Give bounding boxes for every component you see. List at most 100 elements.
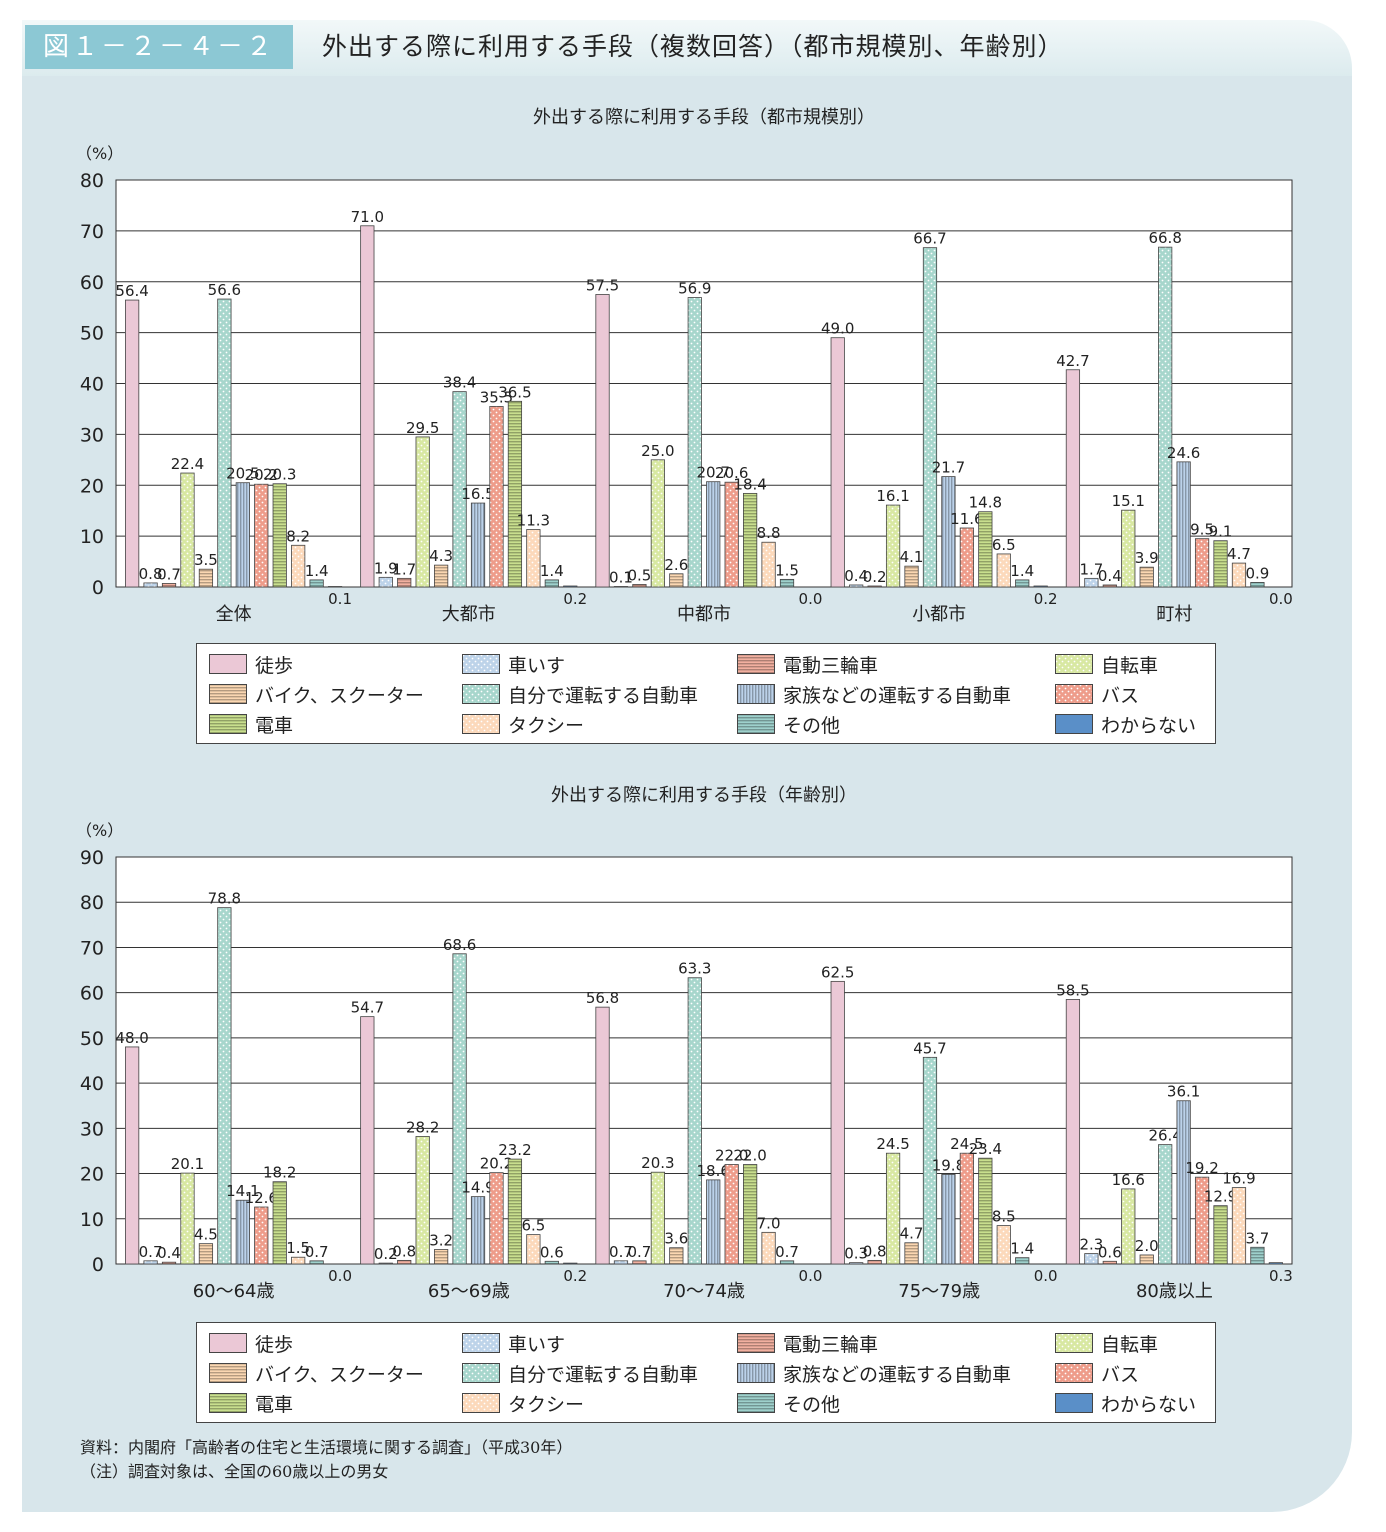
bar: [360, 225, 375, 588]
bar-value-label: 1.4: [305, 562, 329, 580]
legend-label: バス: [1101, 1363, 1140, 1386]
bar: [867, 585, 882, 588]
bar-value-label: 0.7: [139, 1243, 163, 1261]
legend-label: その他: [783, 1393, 841, 1416]
bar-value-label: 0.7: [305, 1243, 329, 1261]
legend-item: わからない: [1055, 711, 1196, 737]
y-tick-label: 80: [80, 170, 104, 192]
legend-swatch: [209, 1333, 247, 1353]
bar-value-label: 1.5: [286, 1239, 310, 1257]
bar-value-label: 1.7: [1079, 560, 1103, 578]
bar-value-label: 7.0: [757, 1214, 781, 1232]
bar-value-label: 20.6: [715, 464, 748, 482]
bar-value-label: 66.7: [913, 230, 946, 248]
bar: [1158, 246, 1173, 588]
bar-value-label: 9.1: [1209, 523, 1233, 541]
bar-value-label: 0.2: [863, 568, 887, 586]
y-tick-label: 20: [80, 1164, 104, 1186]
x-category-label: 中都市: [677, 604, 731, 625]
bar: [706, 1179, 721, 1265]
y-tick-label: 60: [80, 272, 104, 294]
bar: [1158, 1144, 1173, 1265]
bar-value-label: 0.7: [627, 1243, 651, 1261]
y-tick-label: 10: [80, 1209, 104, 1231]
legend-item: 電動三輪車: [737, 1330, 878, 1356]
bar-value-label: 20.1: [171, 1155, 204, 1173]
bar-value-label: 36.5: [498, 383, 531, 401]
bar-value-label: 57.5: [586, 276, 619, 294]
legend-label: 電動三輪車: [783, 1333, 879, 1356]
bar: [959, 1152, 974, 1265]
bar-value-label: 12.6: [245, 1189, 278, 1207]
bar: [526, 1234, 541, 1265]
bar-value-label: 71.0: [351, 208, 384, 226]
bar-value-label: 20.3: [641, 1154, 674, 1172]
bar: [1268, 1262, 1283, 1265]
legend-swatch: [1055, 714, 1093, 734]
bar: [143, 582, 158, 588]
bar: [217, 298, 232, 588]
bar: [867, 1259, 882, 1265]
bar-value-label: 0.3: [1269, 1267, 1293, 1285]
bar: [1250, 582, 1265, 588]
y-tick-label: 90: [80, 847, 104, 869]
y-unit-label: （%）: [76, 144, 123, 163]
legend-swatch: [462, 714, 500, 734]
bar-value-label: 18.6: [697, 1162, 730, 1180]
bar: [1176, 1100, 1191, 1265]
bar-value-label: 0.8: [863, 1242, 887, 1260]
bar-value-label: 0.0: [1269, 590, 1293, 608]
bar-value-label: 18.2: [263, 1164, 296, 1182]
bar: [378, 576, 393, 588]
bar: [272, 483, 287, 588]
bar: [470, 1196, 486, 1265]
bar: [706, 481, 721, 588]
bar-value-label: 4.3: [429, 547, 453, 565]
bar: [507, 1158, 523, 1265]
legend-item: その他: [737, 711, 840, 737]
bar: [669, 1247, 684, 1265]
bar-value-label: 0.6: [540, 1243, 564, 1261]
bar: [1102, 1260, 1117, 1265]
bar: [272, 1181, 287, 1265]
legend-item: 電動三輪車: [737, 651, 878, 677]
bar-value-label: 0.2: [563, 1267, 587, 1285]
bar: [779, 1260, 795, 1265]
legend-item: 自分で運転する自動車: [462, 1360, 698, 1386]
bar-value-label: 4.7: [1227, 545, 1251, 563]
bar: [254, 1206, 269, 1265]
bar-value-label: 3.2: [429, 1232, 453, 1250]
legend-label: バイク、スクーター: [255, 1363, 424, 1386]
bar-value-label: 68.6: [443, 936, 476, 954]
bar: [595, 294, 610, 588]
bar-value-label: 0.7: [609, 1243, 633, 1261]
bar: [360, 1016, 375, 1265]
bar: [327, 586, 343, 588]
legend-item: タクシー: [462, 1390, 584, 1416]
legend-age: 徒歩 車いす 電動三輪車 自転車 バイク、スクーター 自分で運転する自動車 家族などの運転す…: [196, 1322, 1216, 1423]
bar-value-label: 3.6: [664, 1230, 688, 1248]
bar-value-label: 63.3: [678, 960, 711, 978]
bar: [922, 1056, 938, 1265]
bar: [743, 1164, 758, 1265]
bar-value-label: 38.4: [443, 374, 476, 392]
bar-value-label: 20.3: [263, 466, 296, 484]
bar: [941, 476, 956, 588]
y-tick-label: 40: [80, 374, 104, 396]
bar-value-label: 14.9: [461, 1179, 494, 1197]
bar: [1139, 1254, 1154, 1265]
bar-value-label: 6.5: [992, 536, 1016, 554]
bar: [563, 585, 578, 588]
legend-item: 自分で運転する自動車: [462, 681, 698, 707]
bar-value-label: 29.5: [406, 419, 439, 437]
bar-value-label: 8.2: [286, 527, 310, 545]
chart-title: 外出する際に利用する手段（年齢別）: [551, 785, 857, 806]
legend-swatch: [1055, 654, 1093, 674]
y-tick-label: 50: [80, 323, 104, 345]
x-category-label: 大都市: [442, 604, 496, 625]
bar: [885, 504, 901, 588]
legend-city-size: 徒歩 車いす 電動三輪車 自転車 バイク、スクーター 自分で運転する自動車 家族などの運転す…: [196, 643, 1216, 744]
bar: [632, 1260, 647, 1265]
bar: [397, 1259, 412, 1265]
bar-value-label: 18.4: [733, 475, 766, 493]
